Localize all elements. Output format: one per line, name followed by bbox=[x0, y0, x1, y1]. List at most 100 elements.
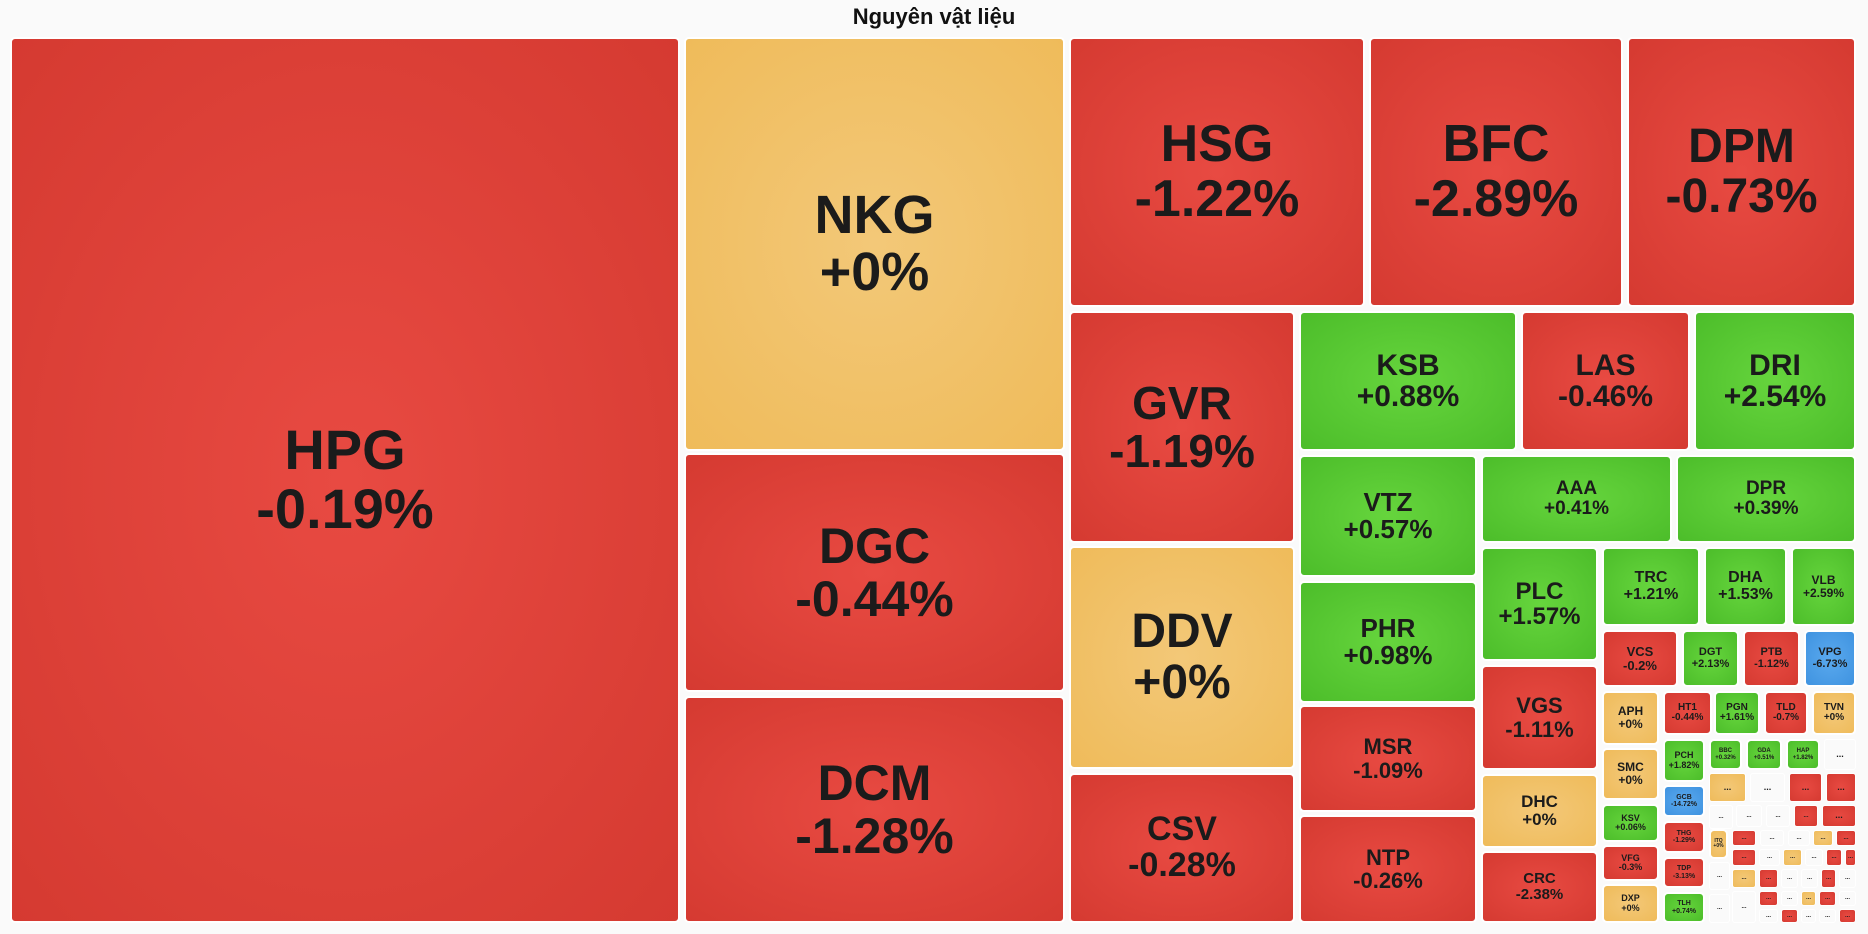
tile-ellipsis: ... bbox=[1831, 854, 1837, 861]
treemap-tile-small[interactable]: ... bbox=[1781, 891, 1798, 906]
treemap-tile-hpg[interactable]: HPG -0.19% bbox=[10, 37, 680, 923]
treemap-tile-small[interactable]: ... bbox=[1839, 869, 1856, 888]
treemap-tile-dpr[interactable]: DPR +0.39% bbox=[1676, 455, 1856, 543]
treemap-tile-vpg[interactable]: VPG -6.73% bbox=[1804, 630, 1856, 687]
treemap-tile-small[interactable]: ... bbox=[1819, 909, 1836, 923]
treemap-tile-small[interactable]: ... bbox=[1783, 849, 1802, 866]
treemap-tile-dhc[interactable]: DHC +0% bbox=[1481, 774, 1598, 848]
treemap-tile-small[interactable]: ... bbox=[1801, 909, 1816, 923]
treemap-tile-small[interactable]: ... bbox=[1839, 909, 1856, 923]
treemap-tile-tld[interactable]: TLD -0.7% bbox=[1764, 691, 1808, 735]
treemap-tile-small[interactable]: ... bbox=[1759, 849, 1780, 866]
treemap-tile-smc[interactable]: SMC +0% bbox=[1602, 748, 1659, 800]
treemap-tile-small[interactable]: ... bbox=[1760, 830, 1784, 846]
treemap-tile-small[interactable]: ... bbox=[1732, 830, 1756, 846]
tile-ellipsis: ... bbox=[1723, 781, 1732, 792]
tile-change: +0% bbox=[1823, 712, 1845, 723]
treemap-tile-msr[interactable]: MSR -1.09% bbox=[1299, 705, 1477, 812]
treemap-tile-small[interactable]: ... bbox=[1794, 805, 1818, 827]
tile-symbol: TRC bbox=[1634, 568, 1668, 586]
treemap-tile-small[interactable]: ... bbox=[1709, 805, 1733, 829]
treemap-tile-vtz[interactable]: VTZ +0.57% bbox=[1299, 455, 1477, 577]
tile-symbol: PTB bbox=[1760, 645, 1783, 658]
treemap-tile-csv[interactable]: CSV -0.28% bbox=[1069, 773, 1295, 923]
treemap-tile-small[interactable]: ... bbox=[1788, 830, 1810, 846]
treemap-tile-small[interactable]: ... bbox=[1709, 773, 1746, 802]
treemap-tile-dxp[interactable]: DXP +0% bbox=[1602, 884, 1659, 923]
treemap-tile-small[interactable]: ... bbox=[1781, 909, 1798, 923]
treemap-tile-dgc[interactable]: DGC -0.44% bbox=[684, 453, 1065, 692]
treemap-tile-bfc[interactable]: BFC -2.89% bbox=[1369, 37, 1623, 307]
treemap-tile-small[interactable]: ... bbox=[1781, 869, 1798, 888]
treemap-tile-trc[interactable]: TRC +1.21% bbox=[1602, 547, 1700, 626]
treemap-tile-vlb[interactable]: VLB +2.59% bbox=[1791, 547, 1856, 626]
treemap-tile-dgt[interactable]: DGT +2.13% bbox=[1682, 630, 1739, 687]
treemap-tile-small[interactable]: ... bbox=[1709, 894, 1730, 923]
treemap-tile-small[interactable]: ... bbox=[1759, 869, 1778, 888]
treemap-tile-small[interactable]: ... bbox=[1822, 805, 1856, 827]
treemap-tile-small[interactable]: ... bbox=[1759, 909, 1778, 923]
tile-change: +0.88% bbox=[1356, 380, 1460, 413]
treemap-tile-aph[interactable]: APH +0% bbox=[1602, 691, 1659, 745]
treemap-tile-ddv[interactable]: DDV +0% bbox=[1069, 546, 1295, 769]
treemap-tile-small[interactable]: ... bbox=[1839, 891, 1856, 906]
treemap-tile-ht1[interactable]: HT1 -0.44% bbox=[1663, 691, 1712, 735]
treemap-tile-small[interactable]: ... bbox=[1801, 891, 1816, 906]
treemap-tile-small[interactable]: ... bbox=[1826, 849, 1842, 866]
treemap-tile-dri[interactable]: DRI +2.54% bbox=[1694, 311, 1856, 451]
treemap-tile-vgs[interactable]: VGS -1.11% bbox=[1481, 665, 1598, 770]
treemap-tile-crc[interactable]: CRC -2.38% bbox=[1481, 851, 1598, 923]
tile-change: -14.72% bbox=[1670, 801, 1698, 808]
treemap-tile-hap[interactable]: HAP +1.82% bbox=[1786, 739, 1820, 770]
treemap-tile-small[interactable]: ... bbox=[1805, 849, 1823, 866]
treemap-tile-vcs[interactable]: VCS -0.2% bbox=[1602, 630, 1678, 687]
tile-symbol: DGC bbox=[818, 518, 931, 574]
treemap-tile-dpm[interactable]: DPM -0.73% bbox=[1627, 37, 1856, 307]
treemap-tile-small[interactable]: ... bbox=[1801, 869, 1818, 888]
treemap-tile-small[interactable]: ... bbox=[1766, 805, 1790, 827]
treemap-tile-small[interactable]: ... bbox=[1736, 805, 1762, 827]
tile-change: -0.7% bbox=[1772, 712, 1800, 723]
treemap-tile-gda[interactable]: GDA +0.51% bbox=[1746, 739, 1782, 770]
tile-change: +0% bbox=[1618, 773, 1643, 787]
treemap-tile-small[interactable]: ... bbox=[1732, 869, 1756, 888]
treemap-tile-small[interactable]: ... bbox=[1813, 830, 1833, 846]
treemap-tile-vfg[interactable]: VFG -0.3% bbox=[1602, 845, 1659, 881]
treemap-tile-dha[interactable]: DHA +1.53% bbox=[1704, 547, 1787, 626]
treemap-tile-small[interactable]: ... bbox=[1709, 862, 1730, 890]
treemap-tile-hsg[interactable]: HSG -1.22% bbox=[1069, 37, 1365, 307]
treemap-tile-las[interactable]: LAS -0.46% bbox=[1521, 311, 1690, 451]
treemap-tile-ptb[interactable]: PTB -1.12% bbox=[1743, 630, 1800, 687]
treemap-tile-nkg[interactable]: NKG +0% bbox=[684, 37, 1065, 451]
treemap-tile-ksv[interactable]: KSV +0.06% bbox=[1602, 804, 1659, 842]
treemap-tile-small[interactable]: ... bbox=[1819, 891, 1836, 906]
treemap-tile-ksb[interactable]: KSB +0.88% bbox=[1299, 311, 1517, 451]
treemap-tile-small[interactable]: ... bbox=[1732, 849, 1756, 866]
treemap-tile-itq[interactable]: ITQ +0% bbox=[1709, 829, 1728, 859]
treemap-tile-small[interactable]: ... bbox=[1845, 849, 1856, 866]
treemap-tile-phr[interactable]: PHR +0.98% bbox=[1299, 581, 1477, 703]
treemap-tile-plc[interactable]: PLC +1.57% bbox=[1481, 547, 1598, 661]
treemap-tile-tdp[interactable]: TDP -3.13% bbox=[1663, 857, 1705, 888]
treemap-tile-tvn[interactable]: TVN +0% bbox=[1812, 691, 1856, 735]
tile-ellipsis: ... bbox=[1786, 875, 1792, 882]
treemap-tile-small[interactable]: ... bbox=[1826, 773, 1856, 802]
treemap-tile-pch[interactable]: PCH +1.82% bbox=[1663, 739, 1705, 782]
treemap-tile-small[interactable]: ... bbox=[1732, 891, 1756, 923]
treemap-tile-gcb[interactable]: GCB -14.72% bbox=[1663, 785, 1705, 817]
treemap-tile-aaa[interactable]: AAA +0.41% bbox=[1481, 455, 1672, 543]
treemap-tile-small[interactable]: ... bbox=[1759, 891, 1778, 906]
treemap-tile-bbc[interactable]: BBC +0.32% bbox=[1709, 739, 1742, 770]
treemap-tile-small[interactable]: ... bbox=[1789, 773, 1822, 802]
treemap-tile-pgn[interactable]: PGN +1.61% bbox=[1714, 691, 1760, 735]
treemap-tile-small[interactable]: ... bbox=[1750, 773, 1785, 802]
treemap-tile-thg[interactable]: THG -1.29% bbox=[1663, 821, 1705, 853]
treemap-tile-ntp[interactable]: NTP -0.26% bbox=[1299, 815, 1477, 923]
tile-symbol: TVN bbox=[1824, 701, 1844, 713]
treemap-tile-small[interactable]: ... bbox=[1824, 739, 1856, 770]
treemap-tile-dcm[interactable]: DCM -1.28% bbox=[684, 696, 1065, 923]
treemap-tile-tlh[interactable]: TLH +0.74% bbox=[1663, 892, 1705, 923]
treemap-tile-small[interactable]: ... bbox=[1821, 869, 1836, 888]
treemap-tile-small[interactable]: ... bbox=[1836, 830, 1856, 846]
treemap-tile-gvr[interactable]: GVR -1.19% bbox=[1069, 311, 1295, 543]
